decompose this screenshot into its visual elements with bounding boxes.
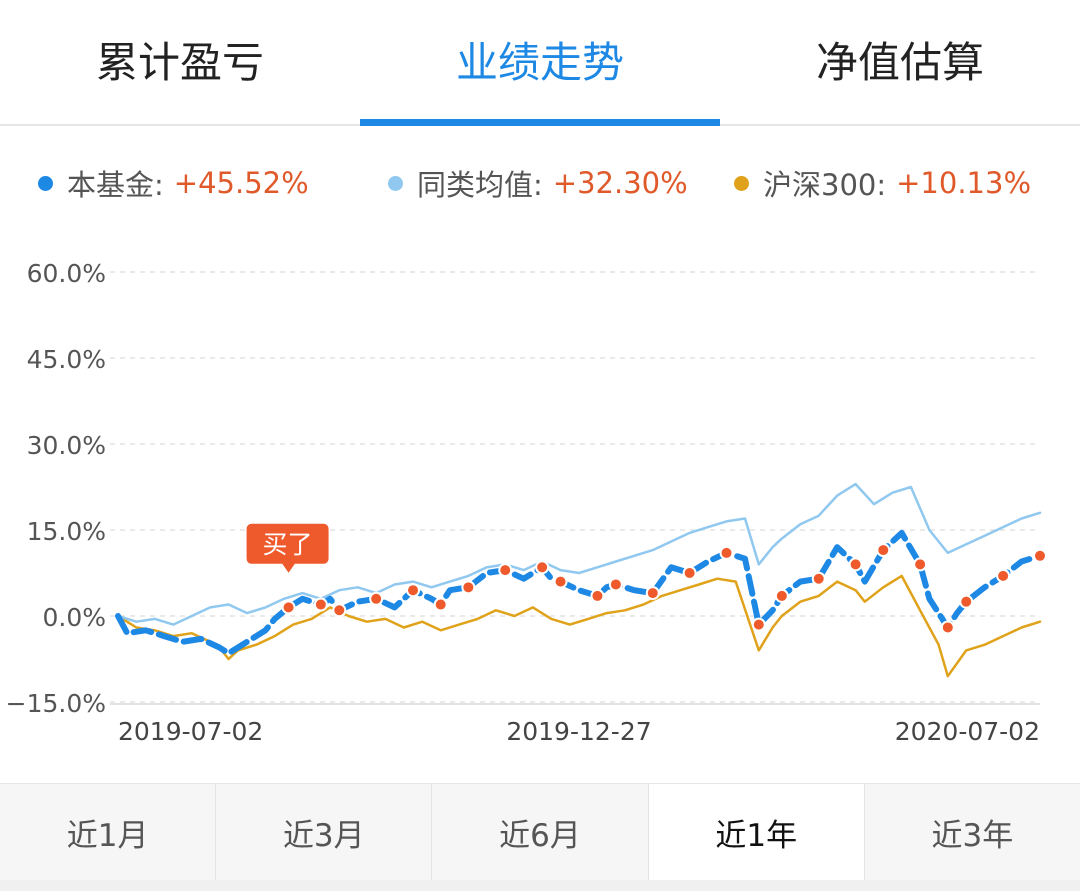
series-line-csi300: [116, 574, 1042, 678]
holding-marker: [811, 571, 826, 586]
holding-marker: [461, 580, 476, 595]
legend-value: +10.13%: [896, 166, 1032, 200]
tab-cumulative-pnl[interactable]: 累计盈亏: [0, 0, 360, 124]
holding-marker: [719, 545, 734, 560]
period-label: 近3年: [931, 817, 1014, 854]
legend-dot-csi300: [734, 175, 749, 191]
legend-item-peer-average: 同类均值: +32.30%: [388, 158, 688, 208]
legend-dot-fund: [38, 175, 53, 191]
x-tick-label: 2020-07-02: [895, 717, 1040, 746]
tab-indicator: [360, 119, 720, 126]
y-tick-label: −15.0%: [6, 689, 106, 718]
holding-marker: [645, 586, 660, 601]
holding-marker: [1033, 548, 1047, 563]
holding-marker: [959, 594, 974, 609]
holding-marker: [913, 557, 928, 572]
annotation-label: 买了: [263, 530, 313, 559]
holding-marker: [996, 568, 1011, 583]
holding-marker: [369, 591, 384, 606]
holding-marker: [433, 597, 448, 612]
x-tick-label: 2019-07-02: [118, 717, 263, 746]
legend-name: 沪深300:: [763, 168, 887, 202]
period-tab-6m[interactable]: 近6月: [432, 784, 649, 880]
period-tab-3m[interactable]: 近3月: [216, 784, 433, 880]
tab-label: 业绩走势: [455, 37, 624, 87]
x-tick-label: 2019-12-27: [506, 717, 651, 746]
holding-marker: [848, 557, 863, 572]
holding-marker: [876, 543, 891, 558]
legend-value: +45.52%: [173, 166, 309, 200]
period-label: 近3月: [282, 817, 365, 854]
holding-marker: [313, 597, 328, 612]
tab-performance-trend[interactable]: 业绩走势: [360, 0, 720, 126]
period-label: 近1月: [66, 817, 149, 854]
holding-marker: [940, 620, 955, 635]
y-tick-label: 15.0%: [27, 517, 106, 546]
chart-legend: 本基金: +45.52% 同类均值: +32.30% 沪深300: +10.13…: [0, 158, 1080, 208]
bottom-divider: [0, 880, 1080, 891]
period-tab-3y[interactable]: 近3年: [865, 784, 1080, 880]
holding-marker: [751, 617, 766, 632]
top-tab-bar: 累计盈亏 业绩走势 净值估算: [0, 0, 1080, 126]
legend-item-fund: 本基金: +45.52%: [38, 158, 309, 208]
holding-marker: [553, 574, 568, 589]
tab-label: 累计盈亏: [95, 37, 264, 87]
tab-label: 净值估算: [815, 37, 984, 87]
legend-item-csi300: 沪深300: +10.13%: [734, 158, 1031, 208]
holding-marker: [682, 566, 697, 580]
annotation-pointer: [281, 562, 296, 573]
y-tick-label: 60.0%: [27, 259, 106, 288]
legend-name: 同类均值:: [417, 168, 543, 202]
legend-value: +32.30%: [552, 166, 688, 200]
legend-dot-peer: [388, 175, 403, 191]
period-label: 近6月: [499, 817, 581, 854]
y-tick-label: 0.0%: [42, 603, 106, 632]
y-tick-label: 30.0%: [27, 431, 106, 460]
holding-marker: [590, 588, 605, 603]
holding-marker: [608, 577, 623, 592]
performance-chart[interactable]: 60.0% 45.0% 30.0% 15.0% 0.0% −15.0% 2019-07-02…: [0, 240, 1080, 760]
holding-marker: [535, 560, 550, 575]
holding-marker: [406, 583, 421, 598]
series-line-peer-average: [116, 482, 1042, 626]
period-tab-1m[interactable]: 近1月: [0, 784, 217, 880]
chart-canvas: 60.0% 45.0% 30.0% 15.0% 0.0% −15.0% 2019-07-02…: [6, 259, 1047, 746]
holding-marker: [332, 603, 347, 618]
holding-marker: [774, 588, 789, 603]
period-label: 近1年: [715, 817, 798, 854]
period-tab-bar: 近1月 近3月 近6月 近1年 近3年: [0, 783, 1080, 880]
y-tick-label: 45.0%: [27, 345, 106, 374]
period-tab-1y[interactable]: 近1年: [648, 784, 865, 880]
legend-name: 本基金:: [67, 168, 164, 202]
holding-marker: [498, 563, 513, 578]
annotation-bubble: [246, 523, 329, 564]
tab-nav-estimate[interactable]: 净值估算: [720, 0, 1080, 124]
holding-marker: [281, 600, 296, 615]
